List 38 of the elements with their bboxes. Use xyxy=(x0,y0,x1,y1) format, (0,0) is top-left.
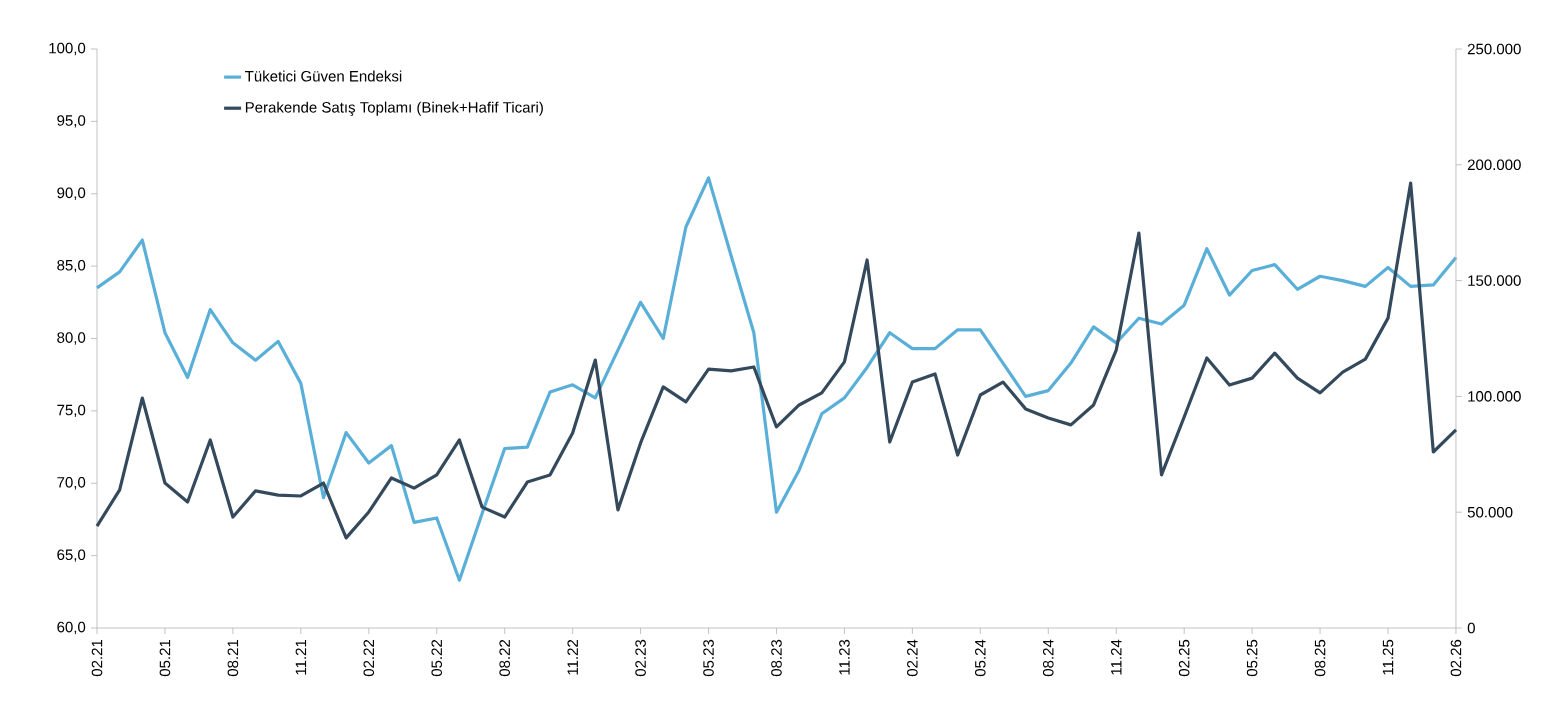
y-tick-label: 85,0 xyxy=(57,259,86,273)
x-tick-label: 02.21 xyxy=(91,639,103,677)
y-tick-label: 100,0 xyxy=(49,42,86,56)
legend-label: Tüketici Güven Endeksi xyxy=(245,70,402,82)
y-tick-label: 65,0 xyxy=(57,549,86,562)
y2-tick-label: 100.000 xyxy=(1468,391,1521,402)
y-tick-label: 80,0 xyxy=(57,332,86,345)
x-tick-label: 05.23 xyxy=(703,639,714,677)
x-tick-label: 08.21 xyxy=(227,639,239,677)
x-tick-label: 11.21 xyxy=(295,639,307,675)
y2-tick-label: 150.000 xyxy=(1468,275,1521,286)
x-tick-label: 02.25 xyxy=(1178,639,1190,677)
x-tick-label: 11.25 xyxy=(1382,639,1394,675)
y-tick-label: 70,0 xyxy=(57,477,86,490)
y2-tick-label: 250.000 xyxy=(1467,43,1521,55)
x-tick-label: 08.22 xyxy=(499,639,510,677)
x-tick-label: 02.23 xyxy=(635,639,646,677)
x-tick-label: 02.24 xyxy=(907,639,918,677)
y2-tick-label: 0 xyxy=(1467,622,1475,634)
x-tick-label: 02.26 xyxy=(1450,639,1462,677)
x-tick-label: 05.21 xyxy=(159,639,171,677)
x-tick-label: 05.24 xyxy=(975,639,986,677)
y-tick-label: 95,0 xyxy=(57,115,86,128)
y2-tick-label: 50.000 xyxy=(1467,506,1513,518)
x-tick-label: 08.24 xyxy=(1042,639,1054,677)
x-tick-label: 11.23 xyxy=(839,639,850,675)
legend-label: Perakende Satış Toplamı (Binek+Hafif Ticari) xyxy=(245,101,543,116)
x-tick-label: 05.25 xyxy=(1246,639,1258,677)
x-tick-label: 08.25 xyxy=(1314,639,1326,677)
y-tick-label: 90,0 xyxy=(57,187,86,200)
y-tick-label: 60,0 xyxy=(57,621,86,635)
y2-tick-label: 200.000 xyxy=(1467,159,1521,171)
x-tick-label: 11.22 xyxy=(567,639,578,675)
x-tick-label: 02.22 xyxy=(363,639,375,677)
x-tick-label: 11.24 xyxy=(1110,639,1122,675)
x-tick-label: 08.23 xyxy=(771,639,782,677)
x-tick-label: 05.22 xyxy=(431,639,443,677)
y-tick-label: 75,0 xyxy=(57,404,86,418)
